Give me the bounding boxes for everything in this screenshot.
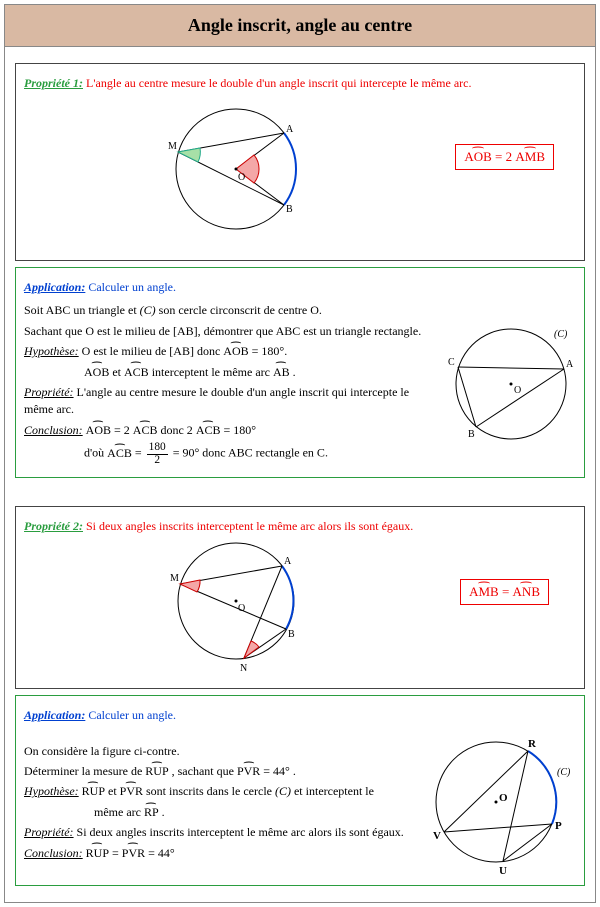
app1-label: Application: — [24, 280, 85, 294]
page-container: Angle inscrit, angle au centre Propriété… — [4, 4, 596, 903]
svg-text:N: N — [240, 663, 247, 674]
page-title: Angle inscrit, angle au centre — [5, 5, 595, 47]
page-content: Propriété 1: L'angle au centre mesure le… — [5, 47, 595, 902]
app2-diagram: O R P V U (C) — [421, 727, 576, 877]
svg-text:M: M — [170, 573, 179, 584]
app2-label: Application: — [24, 708, 85, 722]
svg-text:P: P — [555, 820, 562, 832]
svg-text:O: O — [238, 603, 245, 614]
app1-line2: Sachant que O est le milieu de [AB], dém… — [24, 323, 426, 340]
app1-title: Calculer un angle. — [88, 280, 176, 294]
svg-text:A: A — [286, 124, 294, 135]
svg-text:U: U — [499, 865, 507, 877]
box-application-1: Application: Calculer un angle. Soit ABC… — [15, 267, 585, 478]
prop2-label: Propriété 2: — [24, 519, 83, 533]
app2-title: Calculer un angle. — [88, 708, 176, 722]
box-propriete-2: Propriété 2: Si deux angles inscrits int… — [15, 506, 585, 689]
app2-conclusion: Conclusion: RUP = PVR = 44° — [24, 845, 411, 862]
box-propriete-1: Propriété 1: L'angle au centre mesure le… — [15, 63, 585, 261]
svg-text:A: A — [566, 359, 574, 370]
app2-line1: On considère la figure ci-contre. — [24, 743, 411, 760]
app1-header: Application: Calculer un angle. — [24, 279, 576, 296]
svg-text:B: B — [468, 429, 475, 440]
prop1-diagram: O A B M — [156, 94, 316, 244]
prop2-formula: AMB = ANB — [460, 579, 549, 605]
svg-text:O: O — [499, 792, 508, 804]
app2-line2: Déterminer la mesure de RUP , sachant qu… — [24, 763, 411, 780]
app1-conclusion-1: Conclusion: AOB = 2 ACB donc 2 ACB = 180… — [24, 422, 426, 439]
prop2-diagram: O A B M N — [156, 529, 316, 679]
svg-text:(C): (C) — [554, 329, 568, 340]
app1-diagram: O A B C (C) — [436, 319, 576, 449]
svg-text:M: M — [168, 141, 177, 152]
svg-text:O: O — [514, 385, 521, 396]
prop1-formula: AOB = 2 AMB — [455, 144, 554, 170]
app1-hypothesis-1: Hypothèse: O est le milieu de [AB] donc … — [24, 343, 426, 360]
app2-header: Application: Calculer un angle. — [24, 707, 576, 724]
svg-text:(C): (C) — [557, 767, 571, 778]
svg-text:O: O — [238, 172, 245, 183]
app1-hypothesis-2: AOB et ACB interceptent le même arc AB . — [84, 364, 426, 381]
svg-text:B: B — [286, 204, 293, 215]
prop1-label: Propriété 1: — [24, 76, 83, 90]
app1-text-column: Soit ABC un triangle et (C) son cercle c… — [24, 299, 426, 469]
app2-text-column: On considère la figure ci-contre. Déterm… — [24, 740, 411, 865]
app1-line1: Soit ABC un triangle et (C) son cercle c… — [24, 302, 426, 319]
box-application-2: Application: Calculer un angle. On consi… — [15, 695, 585, 886]
svg-text:A: A — [284, 556, 292, 567]
svg-text:B: B — [288, 629, 295, 640]
app1-conclusion-2: d'où ACB = 1802 = 90° donc ABC rectangle… — [84, 442, 426, 466]
app1-property: Propriété: L'angle au centre mesure le d… — [24, 384, 426, 419]
prop1-text: L'angle au centre mesure le double d'un … — [86, 76, 472, 90]
app2-hypothesis-1: Hypothèse: RUP et PVR sont inscrits dans… — [24, 783, 411, 800]
prop1-statement: Propriété 1: L'angle au centre mesure le… — [24, 75, 576, 92]
app2-property: Propriété: Si deux angles inscrits inter… — [24, 824, 411, 841]
svg-text:V: V — [433, 830, 441, 842]
app2-hypothesis-2: même arc RP . — [94, 804, 411, 821]
svg-text:C: C — [448, 357, 455, 368]
svg-text:R: R — [528, 738, 537, 750]
